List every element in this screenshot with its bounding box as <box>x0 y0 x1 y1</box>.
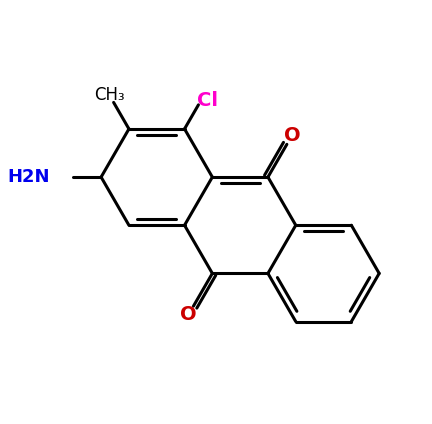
Text: Cl: Cl <box>197 91 218 109</box>
Text: CH₃: CH₃ <box>94 86 125 104</box>
Text: O: O <box>180 305 197 324</box>
Text: O: O <box>283 126 300 145</box>
Text: H2N: H2N <box>7 168 50 186</box>
